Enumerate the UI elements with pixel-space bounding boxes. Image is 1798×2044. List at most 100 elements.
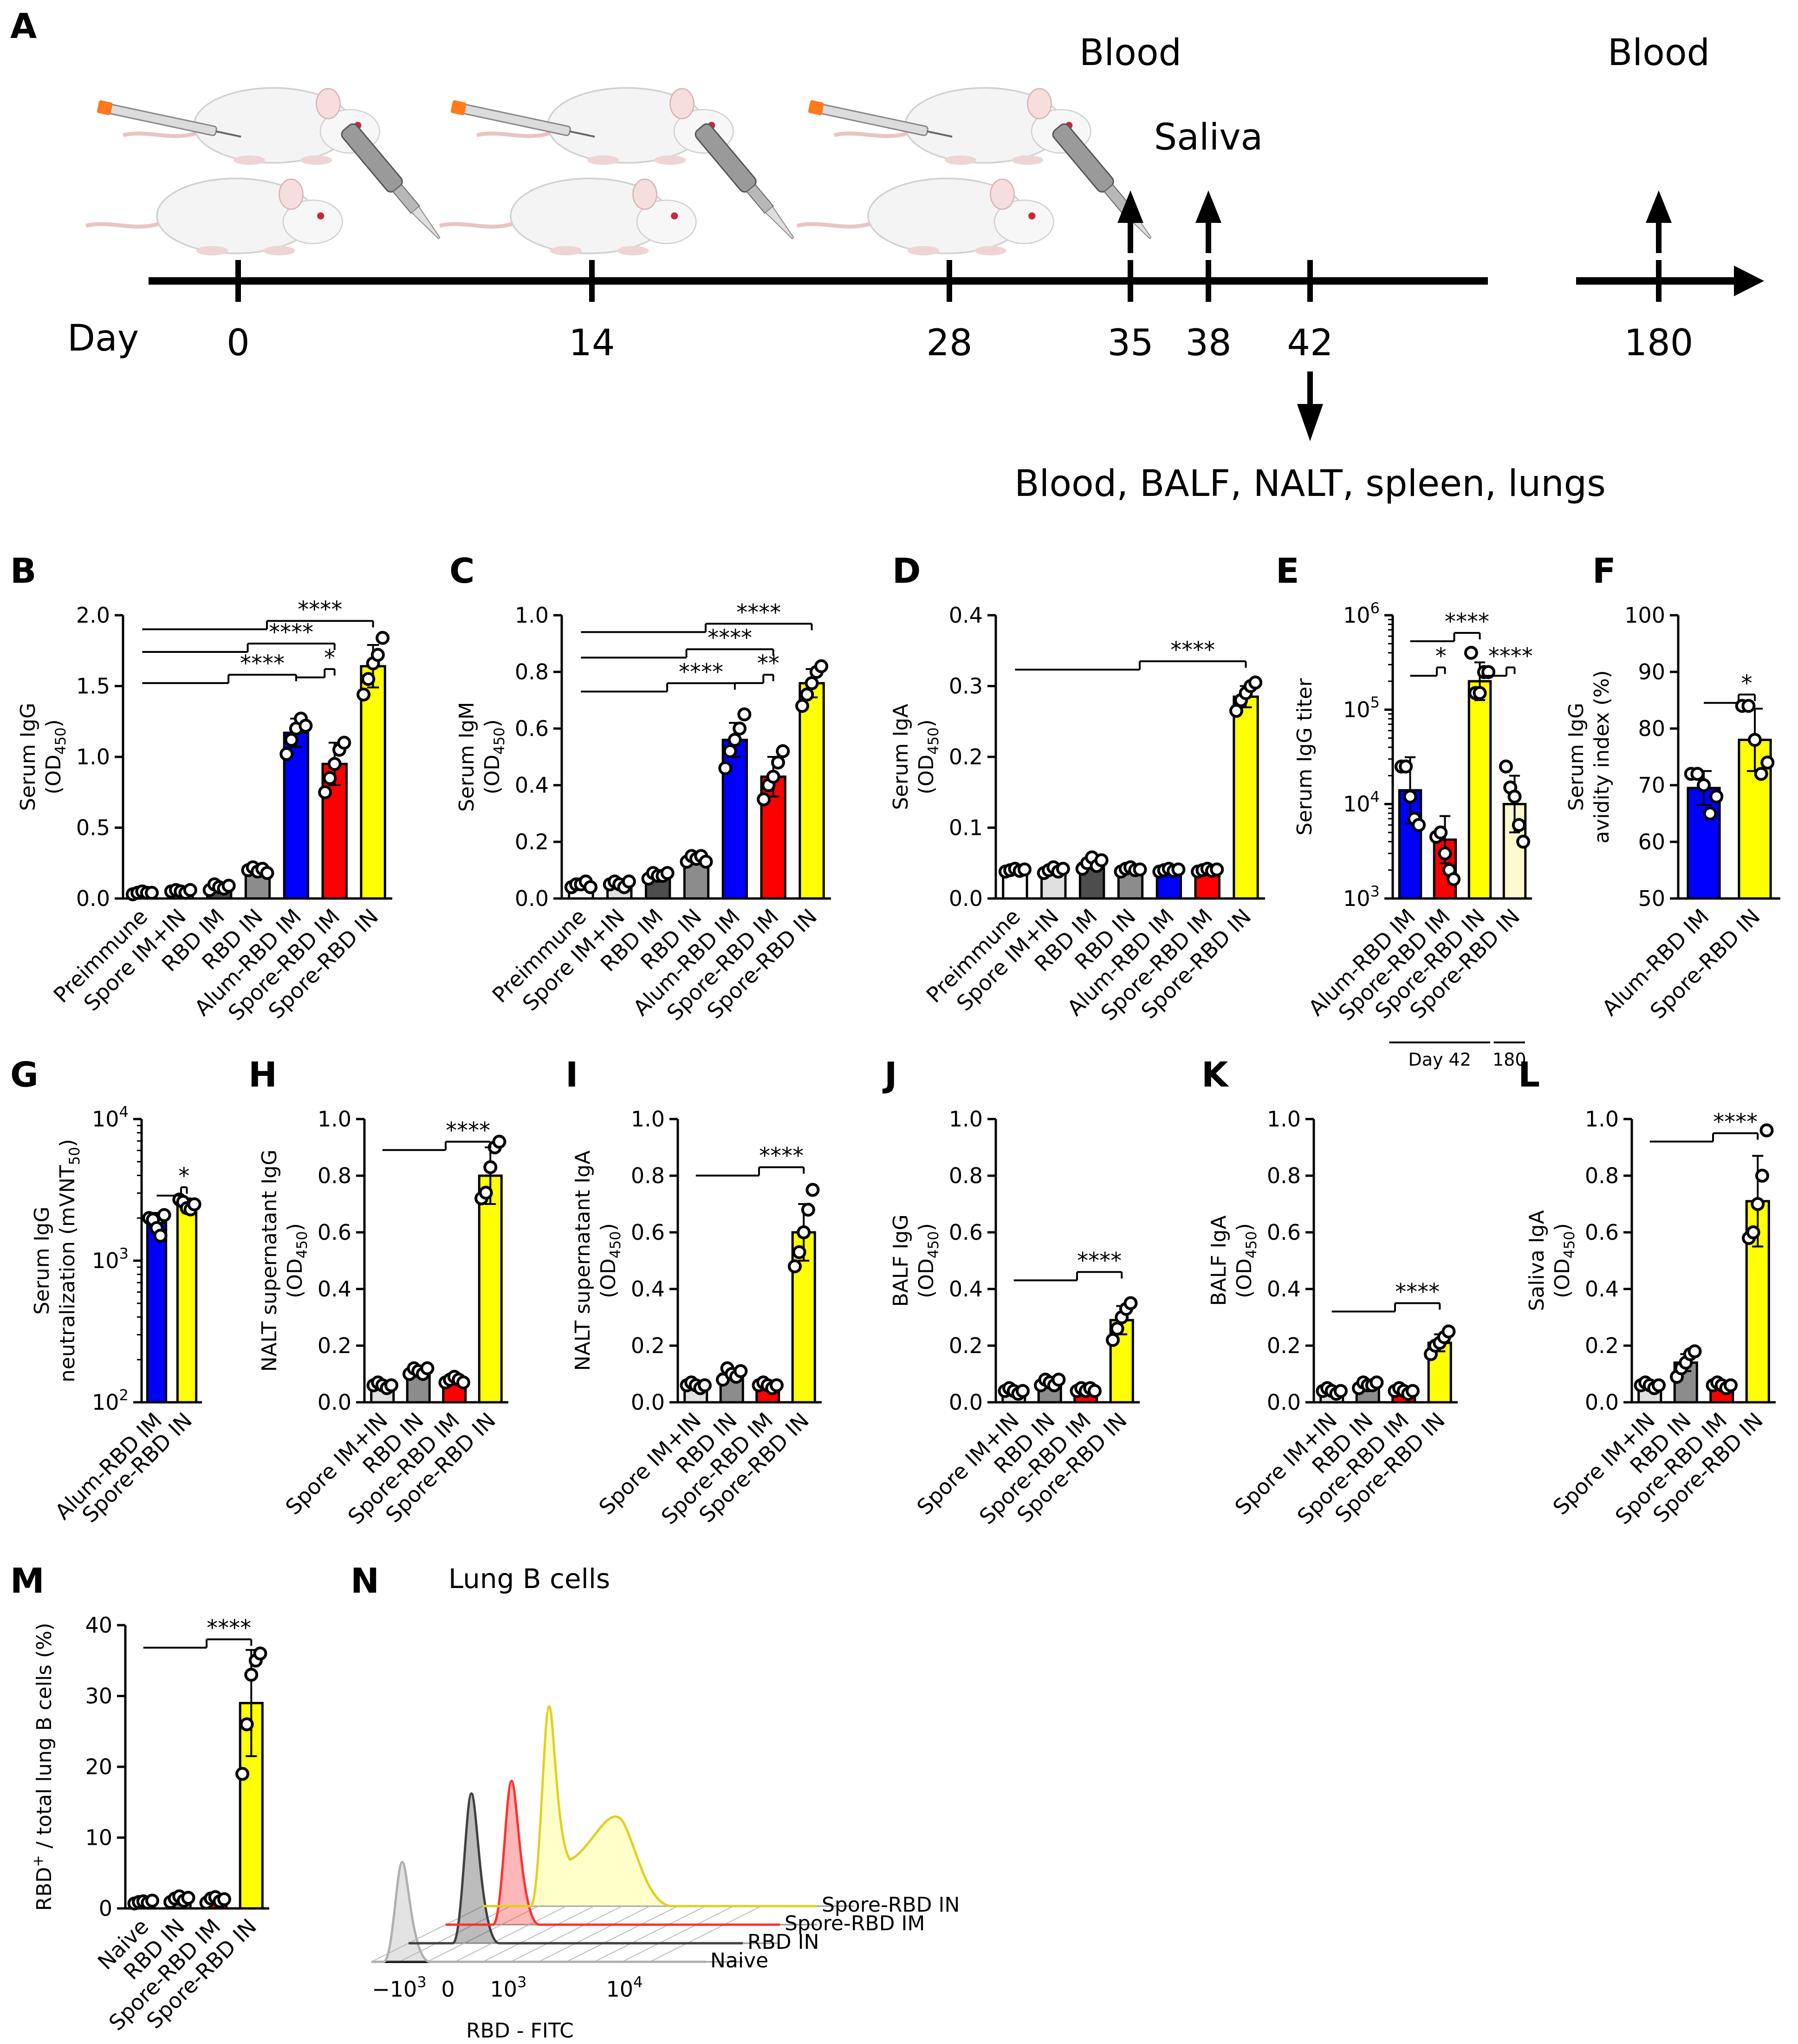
data-point — [1754, 767, 1768, 781]
y-tick-label: 70 — [1638, 773, 1665, 798]
panel-letter: J — [882, 1055, 897, 1095]
significance-label: **** — [240, 651, 285, 677]
series-label: Naive — [710, 1949, 768, 1972]
timeline-day-42: 42 Blood, BALF, NALT, spleen, lungs — [1014, 260, 1606, 505]
bar — [478, 1174, 503, 1404]
mouse-foot — [908, 246, 939, 255]
data-point — [1017, 862, 1032, 877]
data-point — [1399, 759, 1413, 774]
grid-line — [566, 1906, 678, 1962]
y-tick-label: 103 — [92, 1244, 129, 1273]
data-point — [1333, 1384, 1348, 1398]
y-axis-label-group: (OD450) — [1551, 1223, 1578, 1298]
y-tick-label: 0.4 — [631, 1276, 665, 1302]
mouse-head — [282, 199, 343, 244]
y-tick-label: 104 — [1343, 788, 1380, 817]
data-point — [1651, 1378, 1666, 1393]
y-tick-label: 0.2 — [1585, 1333, 1619, 1358]
panel-letter: M — [10, 1561, 45, 1601]
data-point — [1748, 733, 1762, 747]
significance-bracket: **** — [1013, 1248, 1123, 1282]
y-tick-label: 0.6 — [949, 1220, 983, 1245]
x-tick-label: 104 — [606, 1973, 643, 2002]
significance-bracket: **** — [1410, 609, 1489, 643]
mouse-tail — [439, 221, 513, 229]
sample-label: Blood — [1608, 32, 1710, 74]
significance-label: **** — [759, 1143, 804, 1169]
data-point — [1248, 675, 1263, 690]
mouse-icon — [122, 87, 380, 165]
panel-letter: K — [1201, 1055, 1229, 1095]
mouse-ear — [279, 178, 304, 210]
significance-label: **** — [708, 625, 752, 651]
timeline-day-35: 35 Blood — [1079, 32, 1181, 364]
panel-letter: E — [1276, 551, 1299, 591]
significance-label: **** — [679, 659, 723, 685]
y-tick-label: 0.4 — [318, 1276, 351, 1302]
y-tick-label: 1.0 — [1585, 1107, 1619, 1132]
data-point — [1723, 1378, 1738, 1393]
data-point — [144, 885, 159, 900]
mouse-icon — [476, 87, 734, 165]
day-number: 35 — [1107, 322, 1153, 364]
significance-bracket: **** — [382, 1118, 492, 1151]
histogram-series-spore-rbd-im: Spore-RBD IM — [446, 1779, 925, 1935]
data-point — [1441, 1324, 1456, 1339]
data-point — [1690, 767, 1705, 781]
timeline-panel: A Day 0 14 28 35 Blood 38 Saliva 42 Blood, BALF, N… — [10, 7, 1764, 505]
y-axis-label-group: (OD450) — [915, 1223, 942, 1298]
grid-line — [454, 1906, 567, 1962]
data-point — [284, 733, 299, 747]
panel-h: H 0.0 0.2 0.4 0.6 0.8 1.0 NALT supernatant IgG(… — [248, 1055, 508, 1529]
mouse-foot — [196, 246, 228, 255]
significance-label: * — [324, 645, 335, 671]
y-axis-label-secondary: (OD450) — [915, 719, 942, 794]
data-point — [145, 1894, 159, 1908]
data-point — [1403, 789, 1417, 804]
histogram-curve — [409, 1792, 743, 1945]
y-tick-label: 0.6 — [1267, 1220, 1301, 1245]
data-point — [805, 676, 819, 690]
panel-letter: A — [10, 7, 37, 46]
mouse-tail — [833, 131, 908, 138]
data-point — [357, 687, 371, 702]
mouse-head — [636, 199, 697, 244]
histogram-fill — [409, 1793, 743, 1943]
data-point — [187, 1197, 201, 1211]
group-label-180: 180 — [1493, 1042, 1526, 1070]
significance-bracket: ** — [734, 651, 779, 684]
histogram-series-rbd-in: RBD IN — [409, 1792, 819, 1954]
sample-label: Blood, BALF, NALT, spleen, lungs — [1014, 463, 1606, 505]
histogram-series-naive: Naive — [371, 1861, 768, 1972]
grid-line — [594, 1906, 706, 1962]
y-axis-label-group: Serum IgA — [889, 704, 913, 810]
y-tick-label: 80 — [1638, 716, 1665, 741]
panel-letter: C — [449, 551, 474, 591]
y-tick-label: 0.2 — [318, 1333, 351, 1358]
data-point — [217, 1892, 231, 1907]
bar — [1467, 680, 1492, 900]
data-point — [1755, 1169, 1769, 1183]
y-axis-label-group: BALF IgA — [1207, 1215, 1231, 1306]
y-tick-label: 40 — [85, 1613, 112, 1638]
y-tick-label: 0.8 — [949, 1163, 983, 1188]
y-tick-label: 0 — [99, 1896, 112, 1921]
data-point — [1512, 818, 1526, 832]
histogram-series-spore-rbd-in: Spore-RBD IN — [483, 1705, 960, 1917]
panel-letter: H — [248, 1055, 277, 1095]
mouse-ear — [316, 88, 341, 119]
arrow-down-head — [1297, 404, 1323, 441]
data-point — [1123, 1296, 1138, 1310]
y-tick-label: 0.4 — [1267, 1276, 1301, 1302]
data-point — [1434, 825, 1448, 840]
mouse-foot — [974, 246, 1006, 255]
data-point — [153, 1229, 168, 1243]
y-tick-label: 1.0 — [1267, 1107, 1301, 1132]
y-tick-label: 0.5 — [76, 815, 110, 840]
data-point — [221, 879, 236, 893]
y-tick-label: 0.6 — [318, 1220, 351, 1245]
data-point — [801, 1203, 815, 1217]
significance-bracket: **** — [142, 619, 336, 653]
